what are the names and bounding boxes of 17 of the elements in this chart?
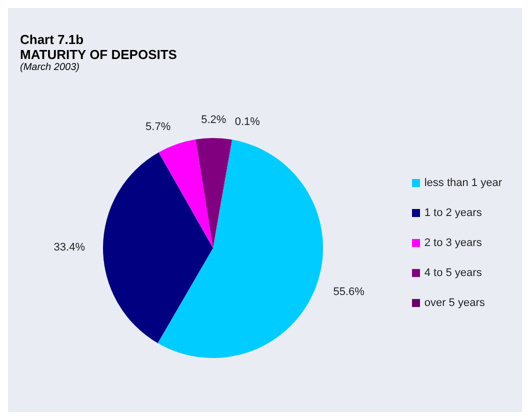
legend-label: 1 to 2 years bbox=[424, 207, 482, 219]
data-label: 0.1% bbox=[234, 116, 260, 128]
pie-slice bbox=[158, 140, 323, 358]
legend-label: 4 to 5 years bbox=[424, 267, 482, 279]
pie-slice bbox=[158, 139, 213, 248]
pie-slice bbox=[196, 138, 232, 248]
data-label: 55.6% bbox=[333, 286, 365, 298]
data-label: 5.2% bbox=[201, 114, 226, 126]
pie-slice bbox=[103, 152, 213, 344]
legend-label: over 5 years bbox=[424, 297, 485, 309]
chart-subtitle: MATURITY OF DEPOSITS bbox=[20, 47, 177, 62]
legend-label: 2 to 3 years bbox=[424, 237, 482, 249]
text: (March 2003) bbox=[20, 62, 80, 73]
chart-title: Chart 7.1b bbox=[20, 32, 85, 47]
data-label: 5.7% bbox=[146, 121, 171, 134]
legend-label: less than 1 year bbox=[424, 177, 502, 189]
data-label: 33.4% bbox=[54, 241, 86, 254]
